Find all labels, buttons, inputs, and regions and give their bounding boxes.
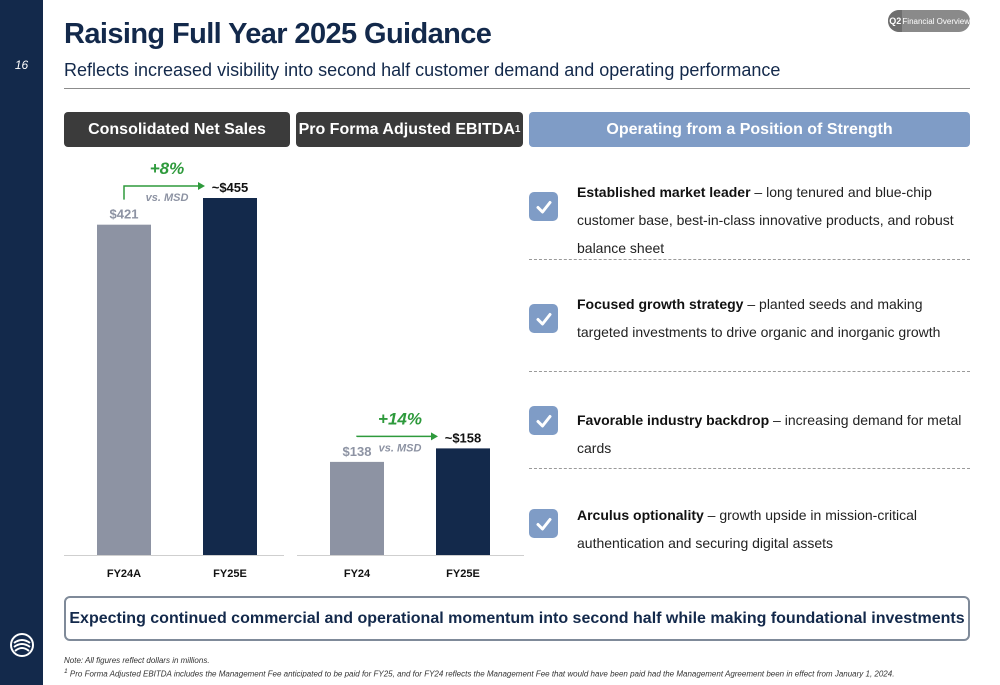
growth-note: vs. MSD <box>379 442 422 454</box>
bar-fy24a <box>97 224 151 555</box>
category-label: FY24 <box>344 568 371 580</box>
badge-label: Financial Overview <box>902 16 970 26</box>
sales-header: Consolidated Net Sales <box>64 112 290 147</box>
page-number: 16 <box>14 58 29 72</box>
data-label: ~$158 <box>445 430 482 445</box>
data-label: $421 <box>110 207 139 222</box>
dashed-divider <box>529 259 970 260</box>
title-divider <box>64 88 970 89</box>
checkmark-icon <box>529 509 558 538</box>
strength-header: Operating from a Position of Strength <box>529 112 970 147</box>
checkmark-icon <box>529 304 558 333</box>
strength-description: – planted seeds and making targeted inve… <box>577 296 941 340</box>
page-title: Raising Full Year 2025 Guidance <box>64 18 492 50</box>
footnote-ebitda: 1 Pro Forma Adjusted EBITDA includes the… <box>64 666 970 680</box>
page-subtitle: Reflects increased visibility into secon… <box>64 60 781 80</box>
category-label: FY25E <box>213 568 247 580</box>
category-label: FY25E <box>446 568 480 580</box>
badge-section: Q2 <box>888 10 903 32</box>
strength-description: – long tenured and blue-chip customer ba… <box>577 184 954 256</box>
bar-fy25e <box>436 448 490 555</box>
checkmark-icon <box>529 406 558 435</box>
data-label: $138 <box>343 444 372 459</box>
guidance-bar-charts: $421 FY24A ~$455 FY25E +8% vs. MSD $138 FY24 ~$1… <box>64 159 524 580</box>
momentum-banner: Expecting continued commercial and opera… <box>64 596 970 641</box>
strength-title: Established market leader <box>577 184 751 200</box>
company-logo-icon <box>10 633 34 657</box>
strength-title: Arculus optionality <box>577 507 704 523</box>
dashed-divider <box>529 468 970 469</box>
note-units: Note: All figures reflect dollars in mil… <box>64 656 210 665</box>
strength-description: – increasing demand for metal cards <box>577 412 962 456</box>
growth-note: vs. MSD <box>146 192 189 204</box>
growth-arrowhead <box>431 432 438 441</box>
ebitda-footnote-marker: 1 <box>514 124 521 135</box>
growth-label: +14% <box>378 409 422 428</box>
strength-header-label: Operating from a Position of Strength <box>606 120 893 138</box>
strength-title: Focused growth strategy <box>577 296 744 312</box>
sales-header-label: Consolidated Net Sales <box>88 120 266 138</box>
strength-description: – growth upside in mission-critical auth… <box>577 507 917 551</box>
section-badge: Q2 Financial Overview <box>888 10 970 32</box>
growth-arrowhead <box>198 182 205 190</box>
strength-text: Arculus optionality – growth upside in m… <box>577 501 972 557</box>
footnotes: Note: All figures reflect dollars in mil… <box>64 655 970 680</box>
strength-text: Favorable industry backdrop – increasing… <box>577 406 972 462</box>
dashed-divider <box>529 371 970 372</box>
checkmark-icon <box>529 192 558 221</box>
bar-fy24 <box>330 461 384 555</box>
banner-text: Expecting continued commercial and opera… <box>69 609 965 627</box>
category-label: FY24A <box>107 568 141 580</box>
strength-title: Favorable industry backdrop <box>577 412 770 428</box>
left-sidebar: 16 <box>0 0 43 685</box>
ebitda-header: Pro Forma Adjusted EBITDA 1 <box>296 112 523 147</box>
footnote-marker: 1 <box>64 668 68 675</box>
footnote-text: Pro Forma Adjusted EBITDA includes the M… <box>67 669 895 679</box>
strength-text: Focused growth strategy – planted seeds … <box>577 290 972 346</box>
ebitda-header-label: Pro Forma Adjusted EBITDA <box>298 120 515 138</box>
growth-label: +8% <box>150 159 185 178</box>
data-label: ~$455 <box>212 180 249 195</box>
strength-text: Established market leader – long tenured… <box>577 178 972 262</box>
bar-fy25e <box>203 198 257 555</box>
growth-connector <box>123 185 198 200</box>
